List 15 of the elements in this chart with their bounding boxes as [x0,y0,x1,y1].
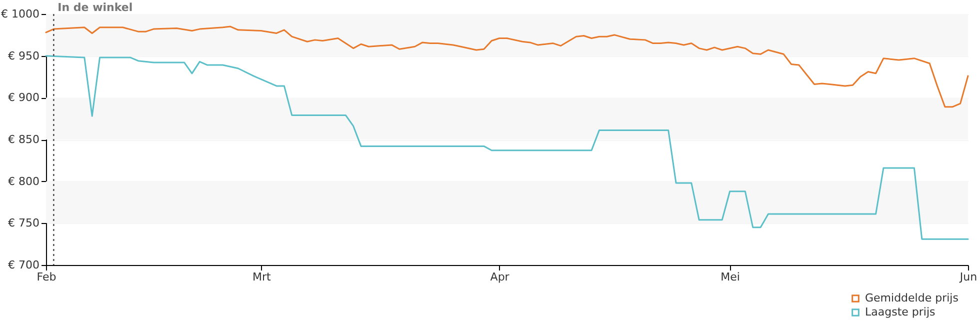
x-tick-label: Jun [958,270,978,284]
y-tick-label: € 750 [8,216,40,230]
legend-label: Laagste prijs [865,306,936,318]
y-tick-label: € 950 [8,49,40,62]
y-tick-label: € 900 [8,91,40,104]
x-tick-label: Apr [490,270,510,284]
y-tick-label: € 850 [8,133,40,146]
legend-label: Gemiddelde prijs [865,292,959,304]
x-tick-label: Mei [720,270,740,284]
x-tick-label: Feb [36,270,56,284]
x-tick-label: Mrt [252,270,272,284]
y-tick-label: € 700 [8,258,40,272]
y-tick-label: € 1000 [1,8,40,20]
ref-line-label: In de winkel [58,1,133,14]
y-tick-label: € 800 [8,174,40,188]
